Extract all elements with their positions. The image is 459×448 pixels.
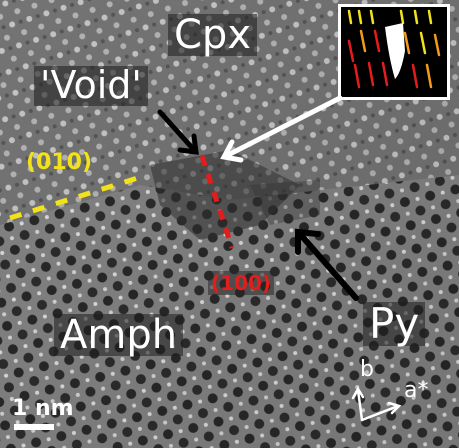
inset-lattice-lines	[347, 9, 441, 89]
inset-diagram	[338, 4, 450, 100]
void-label: 'Void'	[34, 65, 148, 106]
cpx-label: Cpx	[168, 14, 257, 56]
axis-b-label: b	[360, 357, 374, 382]
amph-label: Amph	[54, 314, 184, 356]
py-label: Py	[363, 301, 426, 347]
scale-bar-label: 1 nm	[12, 396, 74, 421]
axis-a-star-label: a*	[404, 378, 429, 403]
plane-010-label: (010)	[26, 150, 93, 175]
void-wedge-shape	[385, 23, 405, 79]
plane-100-label: (100)	[208, 271, 275, 295]
